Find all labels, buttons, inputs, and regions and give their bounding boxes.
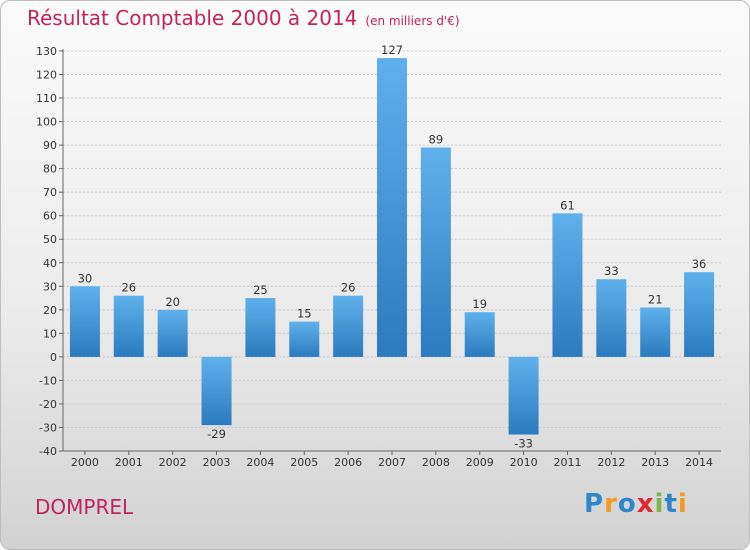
data-label: -33	[514, 437, 533, 451]
bar	[640, 307, 671, 357]
label-layer: 30 26 20 -29 25 15 26 127 89 19 -33 61 33 21 36	[78, 43, 707, 450]
y-tick-label: 90	[43, 139, 57, 152]
logo-letter: t	[664, 489, 678, 519]
x-tick-label: 2000	[71, 456, 99, 469]
data-label: 20	[165, 295, 180, 309]
logo-letter: P	[584, 489, 605, 519]
data-label: 19	[472, 297, 487, 311]
data-label: 30	[78, 271, 93, 285]
y-tick-label: 80	[43, 163, 57, 176]
x-tick-label: 2002	[159, 456, 187, 469]
bar	[201, 356, 232, 426]
y-tick-label: -40	[39, 445, 57, 458]
y-tick-label: 100	[36, 116, 57, 129]
y-tick-label: -10	[39, 374, 57, 387]
bar	[420, 147, 451, 357]
logo-letter: r	[604, 489, 618, 519]
x-tick-label: 2012	[597, 456, 625, 469]
y-tick-label: 30	[43, 280, 57, 293]
y-tick-label: 60	[43, 210, 57, 223]
data-label: 127	[381, 43, 403, 57]
data-label: 26	[341, 281, 356, 295]
proxiti-logo: Proxiti	[584, 489, 688, 519]
bar-layer	[69, 58, 715, 435]
bar	[69, 286, 100, 357]
chart-title: Résultat Comptable 2000 à 2014 (en millie…	[27, 6, 460, 30]
data-label: 15	[297, 307, 312, 321]
x-tick-label: 2006	[334, 456, 362, 469]
logo-letter: o	[617, 489, 637, 519]
data-label: 36	[692, 257, 707, 271]
y-tick-label: 10	[43, 327, 57, 340]
logo-letter: i	[677, 489, 688, 519]
y-tick-label: 20	[43, 304, 57, 317]
chart-title-text: Résultat Comptable 2000 à 2014	[27, 6, 358, 30]
y-tick-label: 50	[43, 233, 57, 246]
x-tick-label: 2007	[378, 456, 406, 469]
bar	[333, 295, 364, 357]
bar	[508, 356, 539, 435]
bar	[289, 321, 320, 357]
bar	[245, 298, 276, 357]
y-tick-label: 70	[43, 186, 57, 199]
bar	[113, 295, 144, 357]
bar	[157, 309, 188, 357]
x-tick-label: 2013	[641, 456, 669, 469]
bar	[464, 312, 495, 357]
x-tick-label: 2001	[115, 456, 143, 469]
data-label: 25	[253, 283, 268, 297]
y-tick-label: 0	[50, 351, 57, 364]
data-label: 61	[560, 198, 575, 212]
data-label: 33	[604, 264, 619, 278]
bar	[596, 279, 627, 357]
x-tick-label: 2008	[422, 456, 450, 469]
bar	[377, 58, 407, 357]
data-label: 89	[429, 132, 444, 146]
x-tick-label: 2005	[290, 456, 318, 469]
data-label: 21	[648, 292, 663, 306]
data-label: 26	[121, 281, 136, 295]
data-label: -29	[207, 427, 226, 441]
x-tick-label: 2010	[510, 456, 538, 469]
logo-letter: i	[654, 489, 665, 519]
x-tick-label: 2011	[553, 456, 581, 469]
logo-letter: x	[636, 489, 655, 519]
y-tick-label: 130	[36, 45, 57, 58]
commune-name: DOMPREL	[35, 495, 134, 519]
x-tick-label: 2003	[203, 456, 231, 469]
x-tick-label: 2014	[685, 456, 713, 469]
y-tick-label: -20	[39, 398, 57, 411]
bar	[552, 213, 583, 357]
axis-layer: -40 -30 -20 -10 0 10 20 30 40 50 60 70 80 90 100 110 120…	[36, 45, 721, 469]
y-tick-label: 120	[36, 69, 57, 82]
bar	[684, 272, 715, 357]
y-tick-label: 110	[36, 92, 57, 105]
y-tick-label: -30	[39, 421, 57, 434]
x-tick-label: 2009	[466, 456, 494, 469]
y-tick-label: 40	[43, 257, 57, 270]
x-tick-label: 2004	[246, 456, 274, 469]
chart-subtitle: (en milliers d'€)	[365, 14, 460, 28]
